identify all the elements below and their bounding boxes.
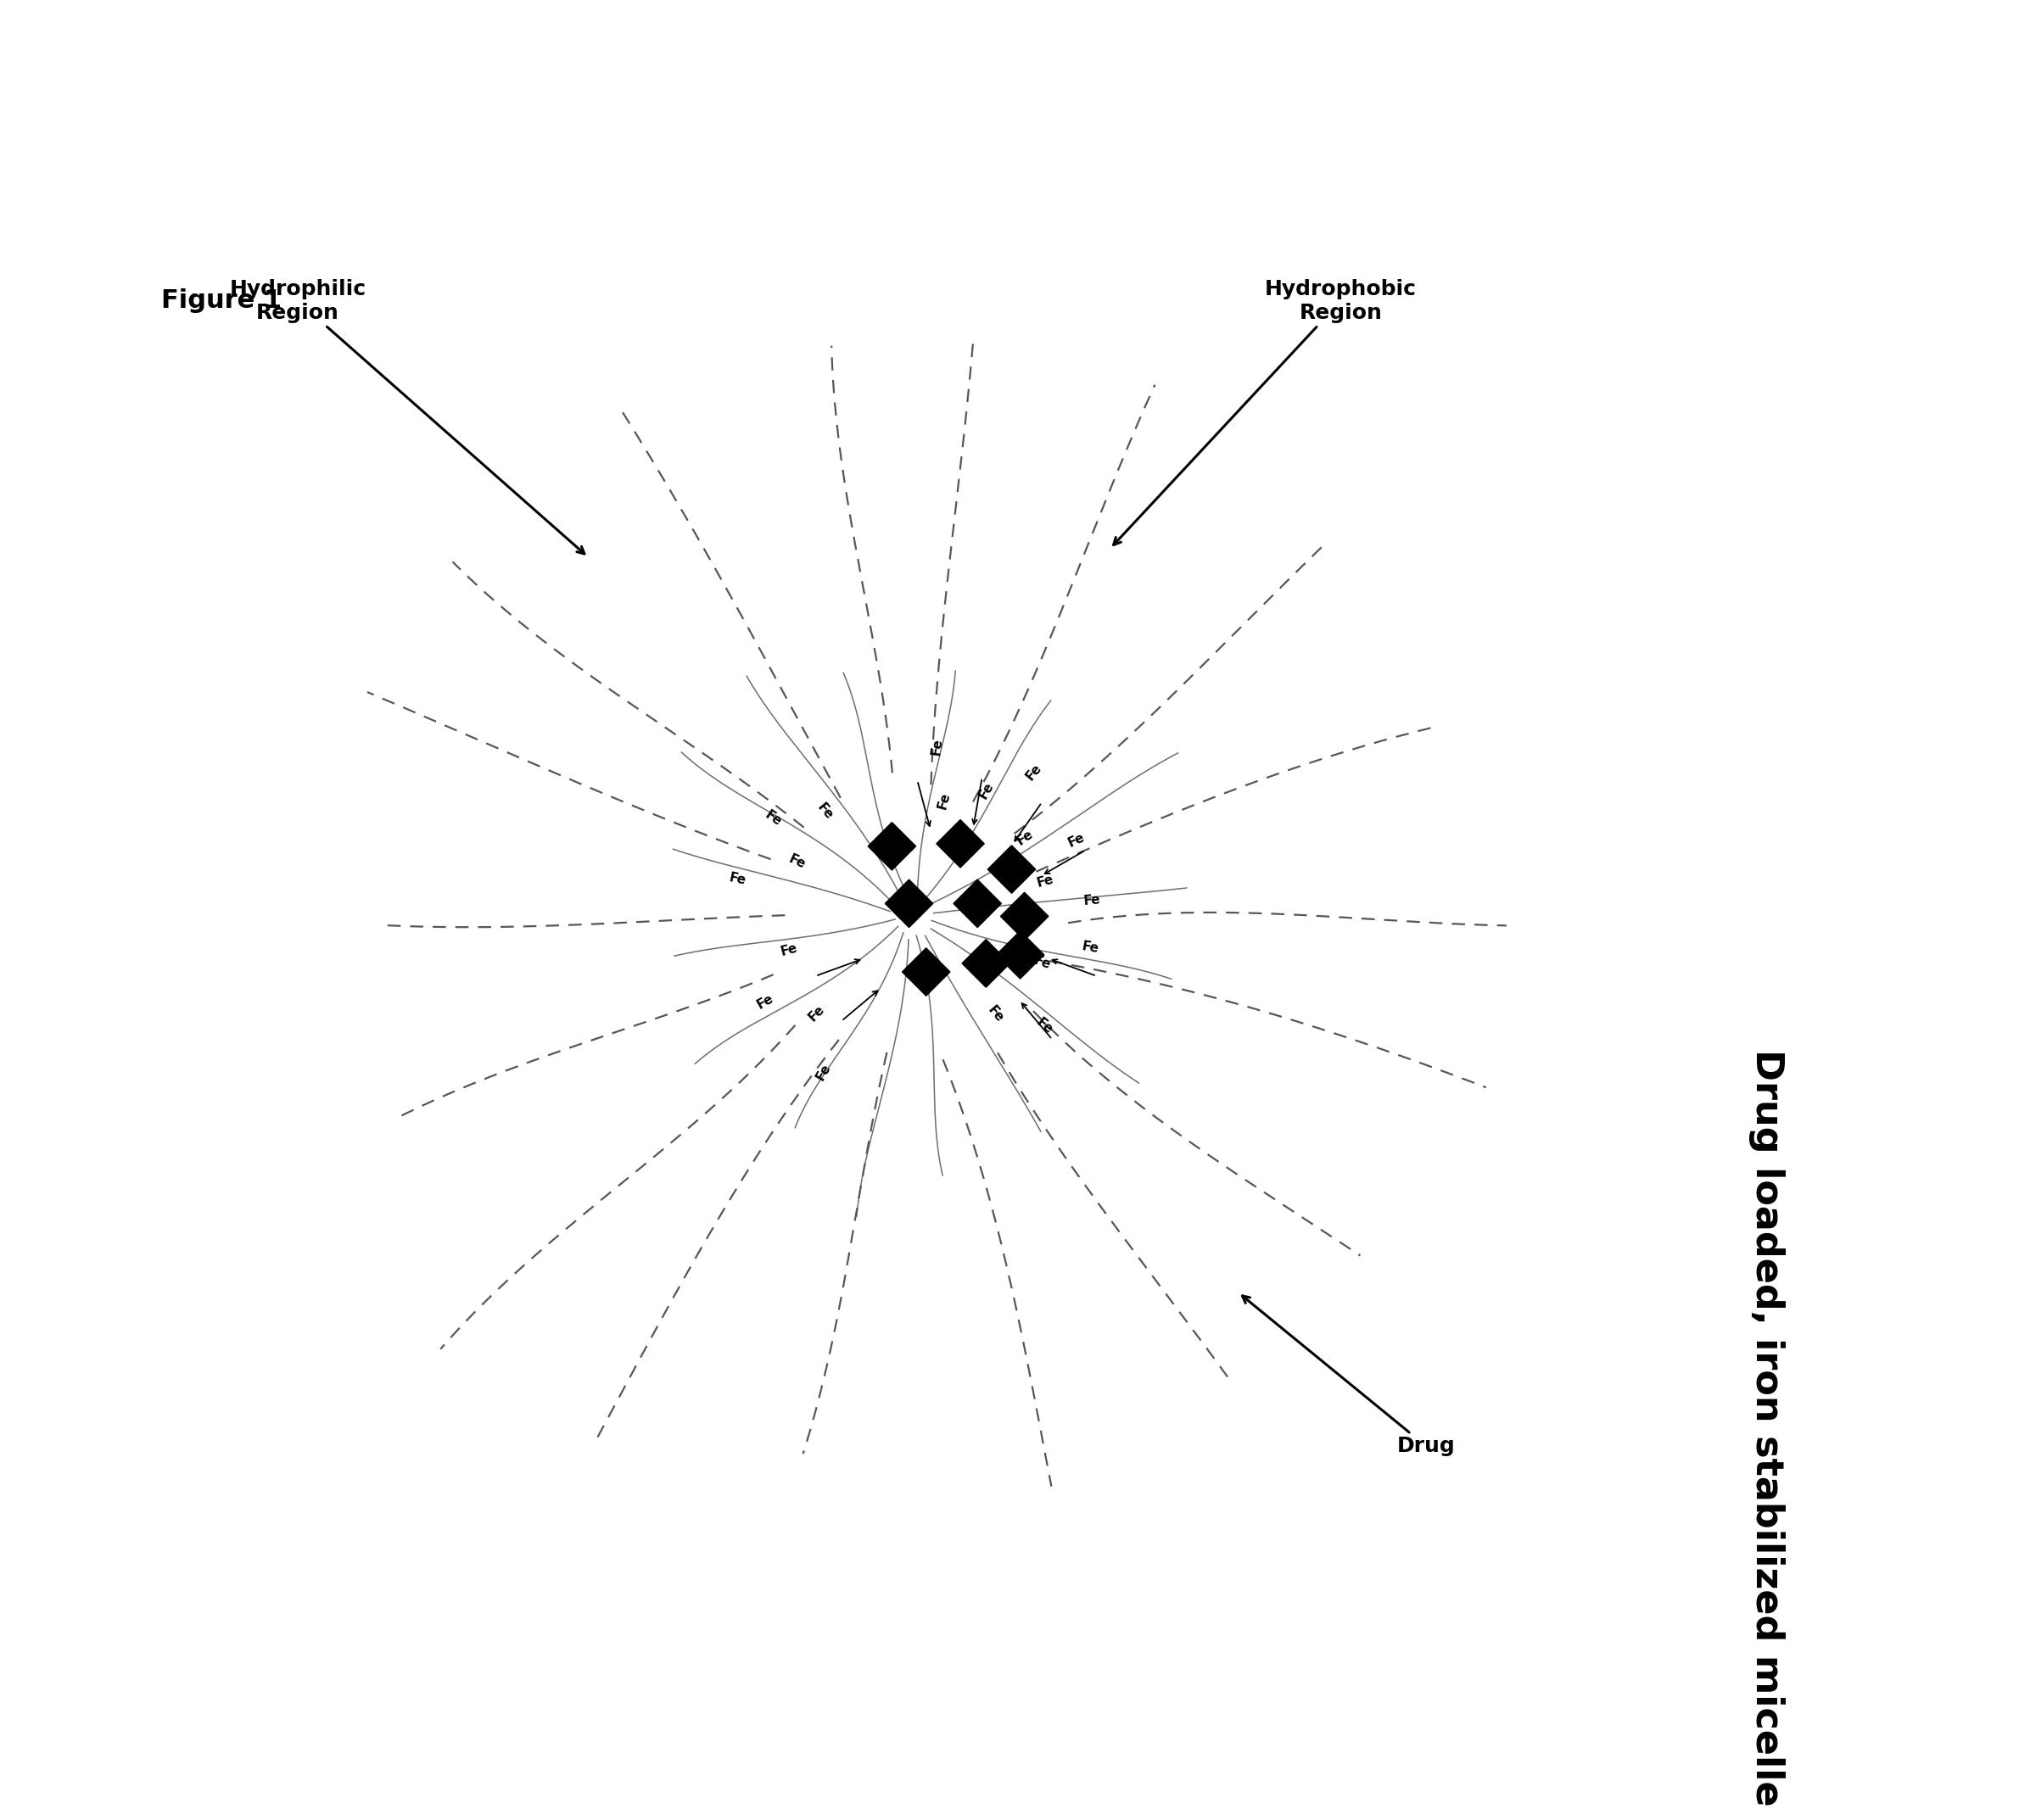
Text: Fe: Fe (1032, 954, 1052, 972)
Text: Fe: Fe (1034, 1016, 1056, 1037)
Text: Fe: Fe (806, 1003, 828, 1023)
Polygon shape (884, 879, 933, 928)
Text: Fe: Fe (937, 792, 953, 810)
Polygon shape (937, 819, 985, 868)
Text: Hydrophilic
Region: Hydrophilic Region (230, 278, 583, 553)
Text: Hydrophobic
Region: Hydrophobic Region (1114, 278, 1417, 544)
Text: Drug: Drug (1242, 1296, 1456, 1456)
Text: Fe: Fe (1016, 828, 1036, 848)
Polygon shape (868, 823, 917, 870)
Polygon shape (987, 844, 1036, 894)
Text: Fe: Fe (977, 781, 995, 801)
Text: Fe: Fe (929, 737, 945, 757)
Text: Fe: Fe (1080, 939, 1100, 956)
Polygon shape (1001, 892, 1048, 941)
Polygon shape (961, 939, 1010, 986)
Text: Fe: Fe (1024, 761, 1044, 783)
Text: Drug loaded, iron stabilized micelle: Drug loaded, iron stabilized micelle (1748, 1048, 1785, 1805)
Text: Fe: Fe (779, 941, 800, 957)
Text: Fe: Fe (763, 808, 783, 828)
Text: Fe: Fe (1066, 832, 1086, 850)
Text: Fe: Fe (985, 1005, 1005, 1025)
Text: Fe: Fe (816, 801, 836, 823)
Text: Fe: Fe (814, 1061, 834, 1083)
Text: Fe: Fe (1036, 872, 1056, 890)
Text: Fe: Fe (787, 854, 808, 872)
Polygon shape (953, 879, 1001, 928)
Text: Fe: Fe (1082, 894, 1100, 908)
Polygon shape (995, 930, 1044, 979)
Text: Figure 1: Figure 1 (162, 289, 281, 313)
Text: Fe: Fe (755, 992, 775, 1012)
Text: Fe: Fe (729, 872, 747, 886)
Polygon shape (902, 948, 951, 996)
